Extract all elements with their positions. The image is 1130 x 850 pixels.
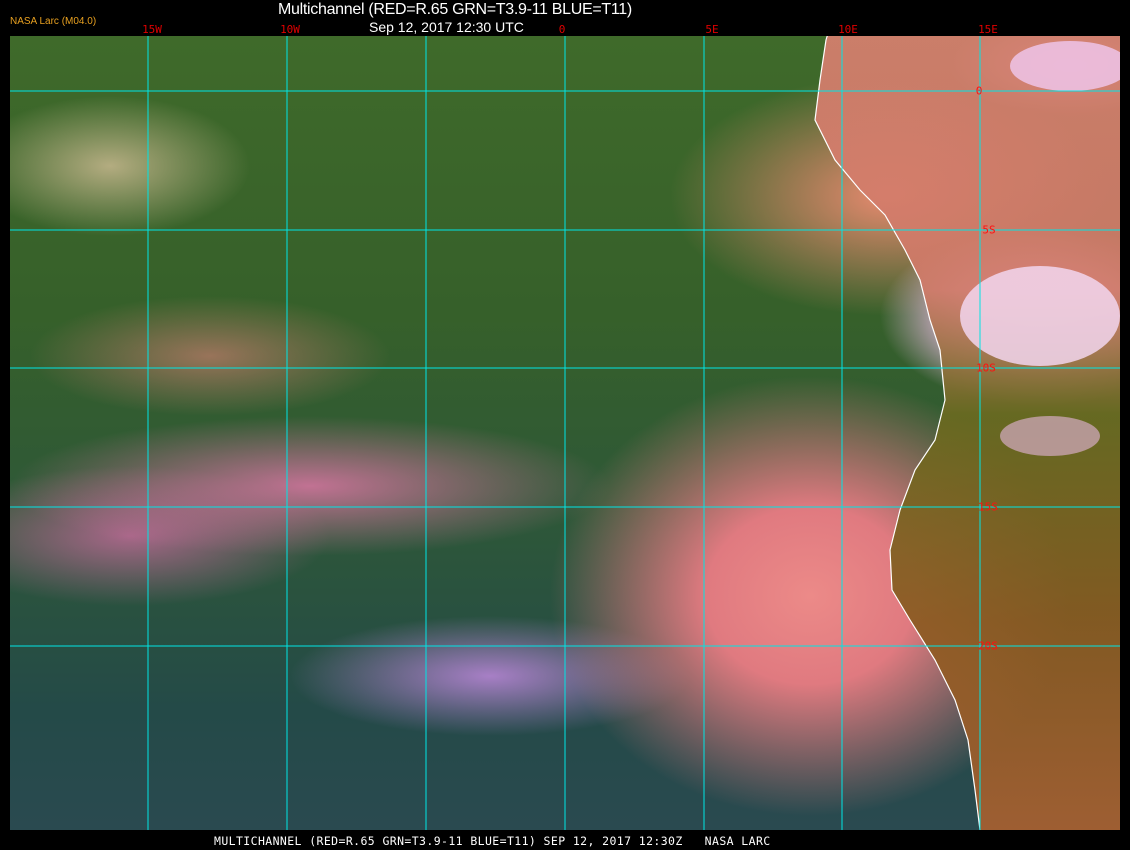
land-overlay bbox=[10, 36, 1120, 830]
lon-label-0: 0 bbox=[558, 23, 566, 36]
graticule bbox=[10, 36, 1120, 830]
image-datetime: Sep 12, 2017 12:30 UTC bbox=[369, 19, 524, 35]
lat-label-20s: 20S bbox=[978, 639, 998, 653]
satellite-image bbox=[10, 36, 1120, 830]
footer-caption: MULTICHANNEL (RED=R.65 GRN=T3.9-11 BLUE=… bbox=[214, 834, 771, 848]
coastline bbox=[814, 36, 981, 830]
land-mass bbox=[815, 36, 1120, 830]
lat-label-10s: 10S bbox=[976, 361, 996, 375]
lat-label-0: 0 bbox=[975, 84, 983, 98]
lon-label-15w: 15W bbox=[142, 23, 162, 36]
image-title: Multichannel (RED=R.65 GRN=T3.9-11 BLUE=… bbox=[278, 1, 632, 18]
credit-label: NASA Larc (M04.0) bbox=[10, 16, 97, 27]
lat-label-15s: 15S bbox=[978, 500, 998, 514]
lon-label-15e: 15E bbox=[978, 23, 998, 36]
lon-label-10w: 10W bbox=[280, 23, 300, 36]
lon-label-5e: 5E bbox=[705, 23, 719, 36]
lon-label-10e: 10E bbox=[838, 23, 858, 36]
lat-label-5s: 5S bbox=[982, 223, 996, 237]
